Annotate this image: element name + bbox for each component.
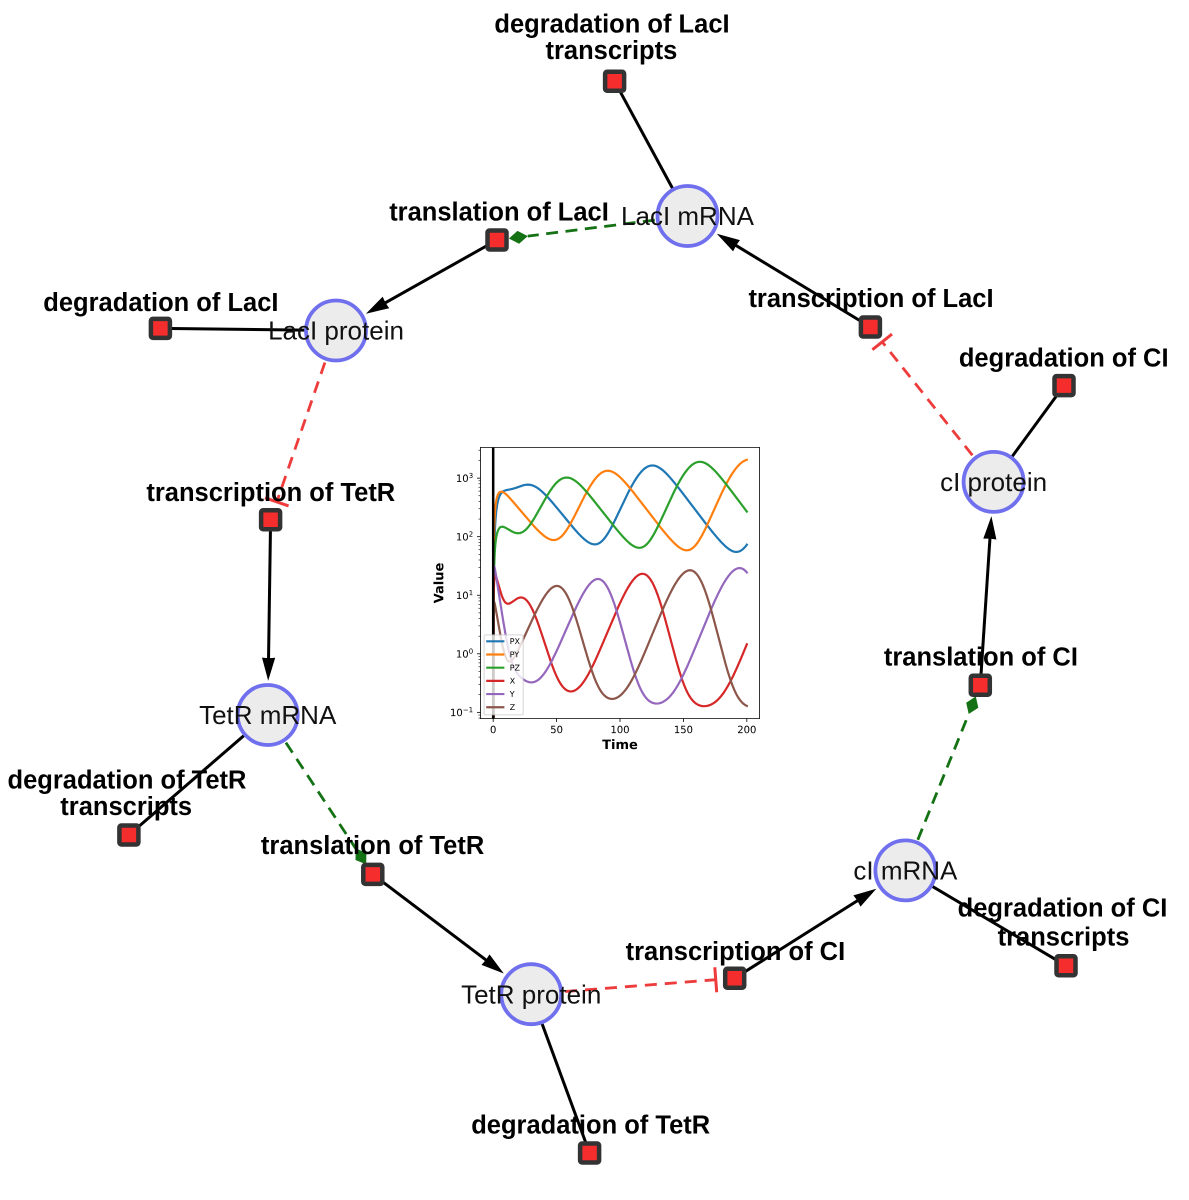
svg-text:degradation of TetR: degradation of TetR [8,766,247,794]
svg-text:transcripts: transcripts [60,793,192,821]
svg-text:TetR protein: TetR protein [461,979,601,1009]
svg-text:cI protein: cI protein [940,467,1047,497]
svg-text:degradation of CI: degradation of CI [958,895,1168,923]
svg-text:cI mRNA: cI mRNA [853,856,958,886]
svg-text:translation of CI: translation of CI [884,644,1078,672]
svg-text:LacI protein: LacI protein [268,316,404,346]
svg-text:transcription of TetR: transcription of TetR [146,479,395,507]
svg-text:transcription of CI: transcription of CI [626,938,846,966]
svg-text:degradation of CI: degradation of CI [959,345,1169,373]
svg-text:translation of TetR: translation of TetR [261,832,484,860]
svg-text:degradation of LacI: degradation of LacI [494,10,729,38]
svg-text:degradation of LacI: degradation of LacI [43,289,278,317]
svg-text:transcripts: transcripts [546,37,678,65]
svg-text:LacI mRNA: LacI mRNA [621,201,755,231]
svg-text:TetR mRNA: TetR mRNA [199,700,337,730]
svg-text:translation of LacI: translation of LacI [389,199,609,227]
svg-text:degradation of TetR: degradation of TetR [471,1112,710,1140]
svg-text:transcription of LacI: transcription of LacI [748,285,993,313]
svg-text:transcripts: transcripts [998,923,1130,951]
